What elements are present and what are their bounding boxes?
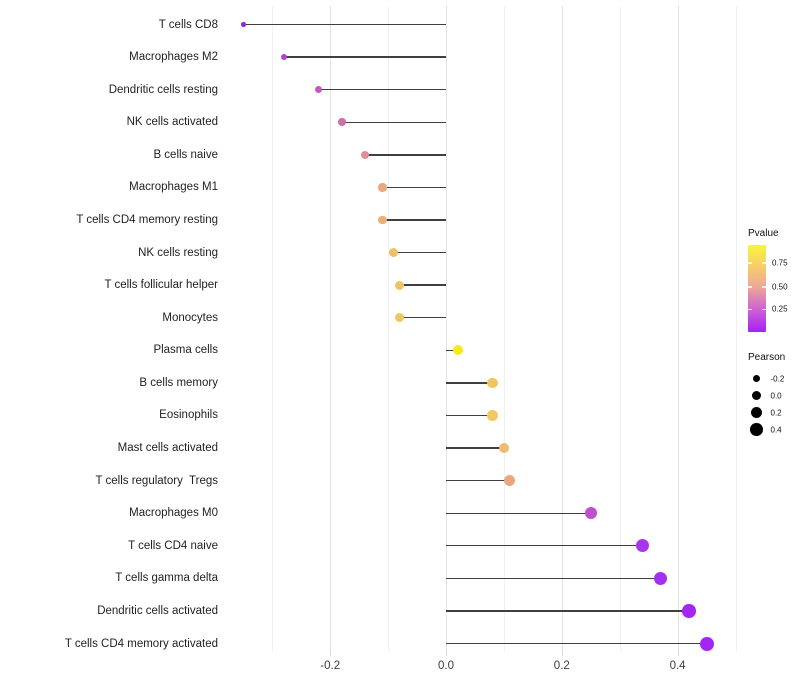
y-axis-label: T cells CD8: [158, 18, 218, 31]
y-axis-label: Plasma cells: [153, 344, 218, 357]
y-axis-label: Mast cells activated: [117, 442, 218, 455]
lollipop-dot: [280, 54, 287, 61]
pvalue-gradient-bar: [748, 245, 766, 332]
lollipop-dot: [241, 22, 246, 27]
colorbar-tick: [762, 262, 766, 265]
lollipop-dot: [395, 313, 405, 323]
lollipop-dot: [682, 604, 696, 618]
major-gridline: [561, 6, 563, 652]
y-axis-label: Macrophages M2: [129, 51, 218, 64]
y-axis-label: T cells gamma delta: [115, 572, 218, 585]
y-axis-label: Eosinophils: [159, 409, 218, 422]
lollipop-stick: [341, 121, 446, 123]
pearson-size-dot: [750, 423, 763, 436]
lollipop-dot: [452, 345, 463, 356]
pearson-legend-title: Pearson: [748, 352, 786, 363]
x-axis-tick: [561, 652, 563, 656]
colorbar-tick: [748, 308, 752, 311]
lollipop-dot: [699, 636, 714, 651]
y-axis-label: B cells memory: [139, 376, 218, 389]
lollipop-stick: [446, 382, 493, 384]
pvalue-tick-label: 0.75: [772, 258, 788, 268]
pearson-size-dot: [752, 374, 761, 383]
y-axis-label: Macrophages M1: [129, 181, 218, 194]
pvalue-legend-title: Pvalue: [748, 228, 779, 239]
pvalue-tick-label: 0.50: [772, 282, 788, 292]
pearson-size-dot: [751, 390, 762, 401]
major-gridline: [446, 6, 447, 652]
lollipop-dot: [487, 410, 498, 421]
x-axis-tick-label: 0.2: [553, 660, 570, 672]
pearson-size-dot: [751, 407, 762, 418]
major-gridline: [677, 6, 679, 652]
y-axis-label: NK cells resting: [138, 246, 218, 259]
major-gridline: [330, 6, 332, 652]
pearson-size-label: -0.2: [770, 374, 785, 383]
lollipop-stick: [446, 610, 690, 612]
lollipop-dot: [653, 571, 667, 585]
y-axis-label: T cells follicular helper: [104, 279, 218, 292]
lollipop-stick: [364, 154, 446, 156]
lollipop-dot: [378, 215, 387, 225]
y-axis-label: Macrophages M0: [129, 507, 218, 520]
x-axis-tick-label: 0.0: [438, 660, 454, 672]
lollipop-stick: [399, 317, 446, 319]
minor-gridline: [503, 6, 505, 652]
colorbar-tick: [762, 285, 766, 288]
minor-gridline: [735, 6, 737, 652]
colorbar-tick: [748, 262, 752, 265]
lollipop-stick: [446, 349, 458, 351]
lollipop-stick: [318, 88, 446, 91]
lollipop-stick: [446, 447, 504, 449]
y-axis-label: T cells CD4 naive: [128, 539, 218, 552]
lollipop-stick: [446, 414, 493, 417]
lollipop-dot: [487, 377, 498, 389]
lollipop-stick: [446, 642, 707, 645]
lollipop-stick: [446, 577, 661, 580]
lollipop-dot: [395, 280, 405, 290]
minor-gridline: [388, 6, 390, 652]
lollipop-dot: [504, 475, 516, 487]
x-axis-tick: [677, 652, 679, 656]
lollipop-stick: [399, 284, 446, 286]
lollipop-stick: [382, 219, 446, 221]
colorbar-tick: [762, 308, 766, 311]
lollipop-stick: [446, 545, 643, 547]
x-axis-tick: [330, 652, 332, 656]
y-axis-label: T cells regulatory Tregs: [95, 474, 218, 487]
minor-gridline: [619, 6, 621, 652]
lollipop-dot: [315, 86, 323, 94]
lollipop-stick: [382, 186, 446, 189]
colorbar-tick: [748, 285, 752, 288]
y-axis-label: NK cells activated: [126, 116, 218, 129]
y-axis-label: T cells CD4 memory activated: [64, 637, 218, 650]
pearson-size-label: 0.4: [770, 425, 782, 434]
lollipop-stick: [393, 251, 446, 254]
lollipop-dot: [584, 507, 597, 520]
lollipop-dot: [378, 183, 387, 192]
pvalue-tick-label: 0.25: [772, 304, 788, 314]
lollipop-dot: [389, 248, 399, 258]
pearson-size-label: 0.0: [770, 391, 782, 400]
x-axis-tick-label: 0.4: [669, 660, 686, 672]
lollipop-stick: [446, 512, 591, 514]
x-axis-tick: [446, 652, 447, 656]
lollipop-stick: [243, 23, 446, 26]
y-axis-label: Dendritic cells activated: [97, 604, 218, 617]
y-axis-label: Monocytes: [162, 311, 218, 324]
y-axis-label: Dendritic cells resting: [108, 83, 218, 96]
lollipop-stick: [283, 56, 446, 58]
lollipop-dot: [498, 442, 510, 454]
lollipop-stick: [446, 479, 510, 482]
minor-gridline: [272, 6, 274, 652]
y-axis-label: T cells CD4 memory resting: [76, 213, 218, 226]
lollipop-dot: [636, 539, 650, 553]
lollipop-dot: [360, 150, 369, 159]
pearson-size-label: 0.2: [770, 408, 782, 417]
lollipop-dot: [338, 118, 346, 126]
x-axis-tick-label: -0.2: [320, 660, 341, 672]
y-axis-label: B cells naive: [153, 148, 218, 161]
